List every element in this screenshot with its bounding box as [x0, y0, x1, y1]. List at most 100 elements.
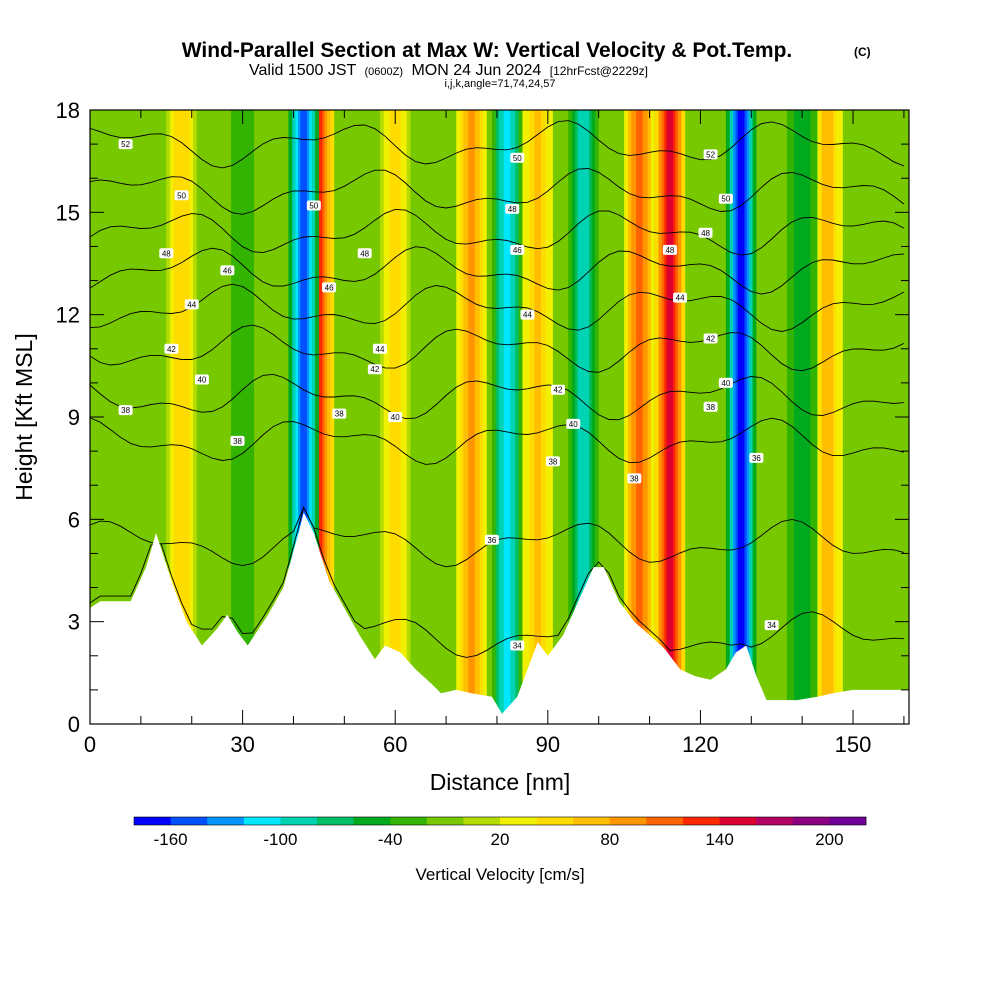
- copyright-mark: (C): [854, 45, 871, 59]
- contour-label: 46: [510, 244, 525, 255]
- colorbar-swatch: [609, 817, 647, 825]
- contour-label: 50: [718, 193, 733, 204]
- contour-label: 40: [566, 418, 581, 429]
- y-tick-label: 18: [56, 98, 80, 123]
- svg-text:42: 42: [167, 345, 176, 354]
- svg-text:46: 46: [223, 266, 232, 275]
- isentrope-40: [90, 373, 904, 421]
- colorbar-tick-label: 20: [491, 830, 510, 849]
- svg-text:50: 50: [721, 195, 730, 204]
- isentrope-46: [90, 246, 904, 295]
- svg-text:48: 48: [701, 229, 710, 238]
- svg-text:44: 44: [187, 300, 196, 309]
- svg-text:38: 38: [706, 403, 715, 412]
- downdraft-column: [300, 110, 307, 724]
- colorbar-ticks: -160 -100 -40 20 80 140 200: [154, 830, 844, 849]
- colorbar-swatch: [207, 817, 245, 825]
- colorbar-swatch: [646, 817, 684, 825]
- svg-text:40: 40: [391, 413, 400, 422]
- svg-text:38: 38: [548, 457, 557, 466]
- colorbar-swatch: [719, 817, 757, 825]
- contour-label: 46: [322, 282, 337, 293]
- svg-text:40: 40: [197, 375, 206, 384]
- y-tick-label: 6: [68, 507, 80, 532]
- contour-labels: 52 50 48 46 44 42 40 38 38 50 48 46 44 42 38 40 50 48 46 44…: [118, 139, 779, 651]
- grid-indices: i,j,k,angle=71,74,24,57: [444, 78, 555, 90]
- svg-text:52: 52: [121, 140, 130, 149]
- svg-text:44: 44: [523, 311, 532, 320]
- colorbar-tick-label: 80: [600, 830, 619, 849]
- forecast-info: [12hrFcst@2229z]: [550, 64, 648, 78]
- colorbar-swatch: [353, 817, 391, 825]
- svg-text:46: 46: [513, 246, 522, 255]
- contour-label: 48: [662, 244, 677, 255]
- colorbar-swatch: [280, 817, 318, 825]
- colorbar-tick-label: 140: [705, 830, 733, 849]
- downdraft-column: [737, 110, 745, 724]
- contour-label: 48: [357, 248, 372, 259]
- svg-text:38: 38: [630, 474, 639, 483]
- y-tick-label: 9: [68, 405, 80, 430]
- svg-text:46: 46: [325, 283, 334, 292]
- svg-text:42: 42: [706, 335, 715, 344]
- svg-text:36: 36: [487, 536, 496, 545]
- colorbar-tick-label: -160: [154, 830, 188, 849]
- y-tick-label: 3: [68, 610, 80, 635]
- isentrope-44: [90, 283, 905, 332]
- svg-text:50: 50: [513, 154, 522, 163]
- valid-utc: (0600Z): [364, 66, 403, 78]
- colorbar-swatch: [683, 817, 720, 825]
- contour-label: 40: [388, 412, 403, 422]
- x-tick-label: 0: [84, 732, 96, 757]
- svg-text:40: 40: [569, 420, 578, 429]
- svg-text:36: 36: [752, 454, 761, 463]
- contour-label: 48: [505, 203, 520, 214]
- svg-text:42: 42: [554, 386, 563, 395]
- contour-label: 34: [510, 640, 525, 651]
- colorbar-tick-label: -40: [378, 830, 403, 849]
- svg-text:34: 34: [513, 642, 522, 651]
- y-tick-label: 0: [68, 712, 80, 737]
- downdraft-column: [503, 110, 511, 724]
- valid-date: MON 24 Jun 2024: [411, 62, 541, 79]
- valid-prefix: Valid 1500 JST: [249, 62, 357, 79]
- svg-text:48: 48: [162, 249, 171, 258]
- terrain-mask: [90, 512, 909, 724]
- colorbar-swatch: [243, 817, 281, 825]
- valid-time-line: Valid 1500 JST (0600Z) MON 24 Jun 2024 […: [249, 62, 648, 79]
- colorbar-swatch: [390, 817, 428, 825]
- contour-label: 44: [673, 292, 688, 303]
- updraft-column: [315, 110, 323, 724]
- colorbar-swatch: [426, 817, 464, 825]
- contour-label: 40: [718, 377, 733, 388]
- downdraft-column: [580, 110, 587, 724]
- x-axis-label: Distance [nm]: [430, 769, 571, 795]
- isentrope-38: [90, 417, 905, 465]
- contour-label: 34: [764, 620, 779, 631]
- colorbar-swatch: [500, 817, 537, 825]
- downdraft-column: [239, 110, 246, 724]
- contour-label: 44: [184, 299, 199, 310]
- svg-text:38: 38: [121, 406, 130, 415]
- svg-text:50: 50: [309, 202, 318, 211]
- updraft-column: [468, 110, 475, 724]
- contour-label: 50: [306, 200, 321, 211]
- colorbar-swatch: [463, 817, 501, 825]
- svg-text:48: 48: [360, 249, 369, 258]
- svg-text:50: 50: [177, 191, 186, 200]
- colorbar-swatch: [536, 817, 574, 825]
- x-tick-label: 120: [682, 732, 719, 757]
- updraft-column: [824, 110, 831, 724]
- isentrope-50: [90, 168, 905, 215]
- contour-label: 42: [703, 333, 718, 344]
- colorbar: [133, 816, 867, 826]
- svg-text:42: 42: [370, 365, 379, 374]
- contour-label: 38: [703, 401, 718, 412]
- updraft-column: [178, 110, 185, 724]
- svg-text:44: 44: [376, 345, 385, 354]
- x-tick-label: 90: [536, 732, 560, 757]
- contour-label: 38: [230, 435, 245, 446]
- y-tick-label: 15: [56, 200, 80, 225]
- plot-area: 52 50 48 46 44 42 40 38 38 50 48 46 44 42 38 40 50 48 46 44…: [90, 110, 909, 724]
